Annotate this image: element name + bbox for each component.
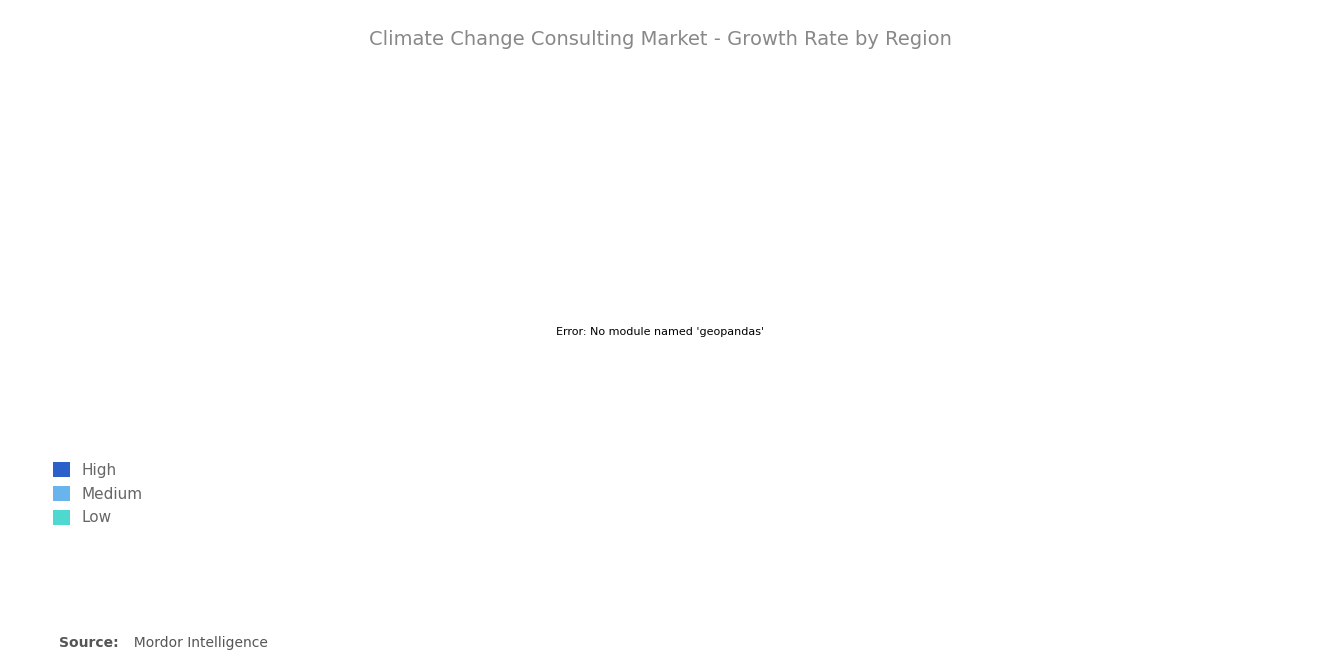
Text: Error: No module named 'geopandas': Error: No module named 'geopandas' — [556, 327, 764, 338]
Text: MI: MI — [1203, 616, 1236, 640]
Legend: High, Medium, Low: High, Medium, Low — [46, 456, 149, 531]
Text: Source:: Source: — [59, 636, 119, 650]
Text: Climate Change Consulting Market - Growth Rate by Region: Climate Change Consulting Market - Growt… — [368, 30, 952, 49]
Text: Mordor Intelligence: Mordor Intelligence — [125, 636, 268, 650]
